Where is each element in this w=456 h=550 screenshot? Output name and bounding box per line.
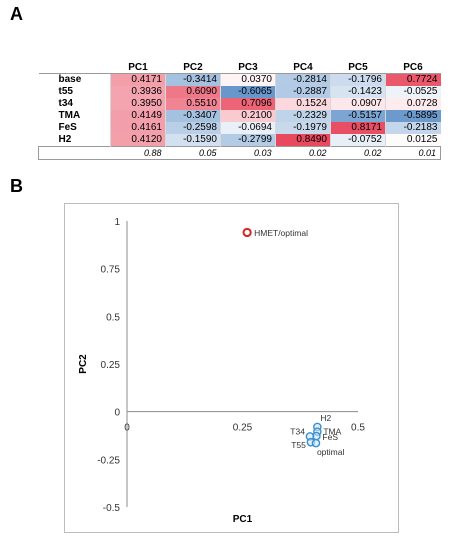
variance-row-label [38,146,111,160]
variance-value: 0.05 [165,146,221,160]
table-row: TMA 0.4149 -0.3407 0.2100 -0.2329 -0.515… [39,110,441,122]
column-header: PC4 [293,62,313,73]
loading-cell: -0.2183 [385,122,441,134]
x-axis-title: PC1 [233,514,253,525]
loading-cell: 0.1524 [275,98,331,110]
y-tick-label: -0.25 [97,455,120,466]
panel-b-label: B [10,176,23,196]
loading-cell: 0.4161 [110,122,166,134]
loading-cell: 0.0125 [385,134,441,147]
loading-cell: 0.7724 [385,73,441,86]
y-axis-title: PC2 [78,354,89,374]
y-tick-label: 0.5 [106,312,120,323]
loading-cell: -0.0752 [330,134,386,147]
point-label: T34 [290,426,305,436]
pc-scatter-chart: 1 0.75 0.5 0.25 0 -0.25 -0.5 0 0.25 0.5 PC1 PC2 HMET… [78,217,365,525]
loading-cell: -0.0694 [220,122,276,134]
point-label: TMA [323,427,341,437]
x-tick-label: 0.25 [233,423,253,434]
loading-cell: 0.8490 [275,134,331,147]
table-row: t55 0.3936 0.6090 -0.6065 -0.2887 -0.142… [39,86,441,98]
column-header: PC6 [403,62,423,73]
loading-cell: 0.0728 [385,98,441,110]
loading-cell: -0.2598 [165,122,221,134]
loading-cell: -0.1796 [330,73,386,86]
row-label: base [38,73,111,86]
point-label: T55 [291,440,306,450]
loading-cell: 0.0370 [220,73,276,86]
variance-value: 0.88 [110,146,166,160]
data-point [311,438,321,448]
point-label: HMET/optimal [254,228,308,238]
chart-frame: 1 0.75 0.5 0.25 0 -0.25 -0.5 0 0.25 0.5 PC1 PC2 HMET… [64,203,399,533]
loading-cell: -0.1423 [330,86,386,98]
pca-loadings-table: PC1 PC2 PC3 PC4 PC5 PC6 base 0.4171 -0.3… [38,62,441,160]
variance-value: 0.01 [385,146,441,160]
loading-cell: -0.6065 [220,86,276,98]
point-label: optimal [317,447,345,457]
x-tick-label: 0.5 [351,423,365,434]
y-tick-label: 0.25 [101,360,121,371]
loading-cell: -0.0525 [385,86,441,98]
row-label: TMA [58,110,81,121]
variance-value: 0.02 [275,146,331,160]
loading-cell: 0.8171 [330,122,386,134]
hmet-optimal-point [242,227,252,238]
loading-cell: -0.2799 [220,134,276,147]
row-header-corner [39,62,111,74]
loading-cell: 0.4120 [110,134,166,147]
loading-cell: -0.5895 [385,110,441,122]
loading-cell: -0.3414 [165,73,221,86]
y-tick-label: 0 [114,408,120,419]
loading-cell: -0.1590 [165,134,221,147]
table-row: FeS 0.4161 -0.2598 -0.0694 -0.1979 0.817… [39,122,441,134]
loading-cell: 0.3950 [110,98,166,110]
variance-value: 0.03 [220,146,276,160]
variance-row: 0.88 0.05 0.03 0.02 0.02 0.01 [38,146,441,160]
column-header: PC5 [348,62,368,73]
loading-cell: 0.6090 [165,86,221,98]
loading-cell: 0.4149 [110,110,166,122]
table-row: base 0.4171 -0.3414 0.0370 -0.2814 -0.17… [38,73,441,86]
loading-cell: 0.7096 [220,98,276,110]
row-label: t55 [58,86,73,97]
loading-cell: 0.0907 [330,98,386,110]
panel-a-label: A [10,4,23,24]
column-header: PC3 [238,62,258,73]
table-row: H2 0.4120 -0.1590 -0.2799 0.8490 -0.0752… [39,134,441,147]
x-tick-label: 0 [124,423,130,434]
loading-cell: 0.4171 [110,73,166,86]
column-header: PC2 [183,62,203,73]
row-label: t34 [58,98,73,109]
y-tick-label: 0.75 [101,265,121,276]
loading-cell: -0.2329 [275,110,331,122]
row-label: H2 [58,134,72,145]
point-label: H2 [320,413,331,423]
loading-cell: -0.2887 [275,86,331,98]
variance-value: 0.02 [330,146,386,160]
loading-cell: 0.3936 [110,86,166,98]
loading-cell: -0.3407 [165,110,221,122]
table-header-row: PC1 PC2 PC3 PC4 PC5 PC6 [39,62,441,74]
loading-cell: -0.5157 [330,110,386,122]
loading-cell: 0.5510 [165,98,221,110]
point-label: FeS [322,432,338,442]
column-header: PC1 [128,62,148,73]
loading-cell: 0.2100 [220,110,276,122]
y-tick-label: -0.5 [103,503,121,514]
table-row: t34 0.3950 0.5510 0.7096 0.1524 0.0907 0… [39,98,441,110]
loading-cell: -0.2814 [275,73,331,86]
loading-cell: -0.1979 [275,122,331,134]
row-label: FeS [58,122,77,133]
y-tick-label: 1 [114,217,120,228]
